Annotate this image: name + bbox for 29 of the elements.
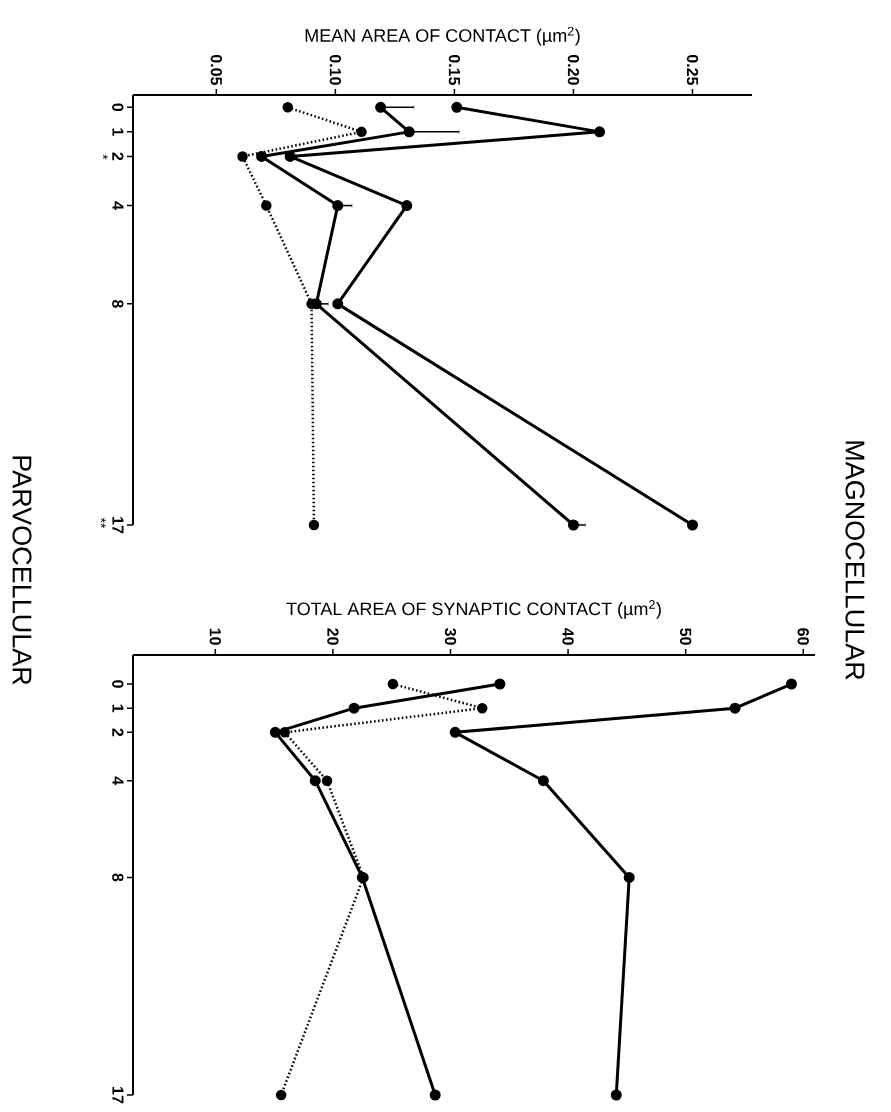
text: MAGNOCELLULAR: [845, 441, 865, 680]
x-tick-label: 30: [444, 628, 457, 645]
y-tick-label: 2: [112, 152, 124, 161]
x-tick-label: 0.20: [567, 54, 580, 85]
y-tick-label: 4: [112, 776, 124, 786]
y-tick-label: 8: [112, 873, 124, 882]
x-tick-label: 10: [209, 628, 221, 645]
text: *: [102, 154, 108, 160]
y-tick-label: 1: [112, 128, 124, 136]
x-tick-label: 0.10: [329, 54, 342, 85]
x-tick-label: 50: [679, 628, 692, 645]
y-tick-label: 17: [112, 1087, 124, 1104]
y-tick-label: 2: [112, 728, 124, 737]
x-tick-label: 0.05: [210, 54, 222, 86]
x-axis-title: MEAN AREA OF CONTACT (µm$^{2}$): [305, 26, 580, 46]
x-tick-label: 0.15: [448, 54, 461, 86]
x-tick-label: 40: [562, 627, 574, 645]
x-tick-label: 0.25: [686, 54, 699, 86]
y-tick-label: 8: [112, 299, 124, 308]
text: PARVOCELLULAR: [12, 456, 32, 685]
x-axis-title: TOTAL AREA OF SYNAPTIC CONTACT (µm$^{2}$): [286, 600, 661, 619]
y-tick-label: 4: [112, 201, 124, 210]
x-tick-label: 60: [797, 628, 809, 645]
text: **: [100, 517, 106, 529]
y-tick-label: 0: [112, 680, 124, 688]
y-tick-label: 0: [112, 103, 124, 112]
y-tick-label: 1: [112, 704, 124, 713]
y-tick-label: 17: [112, 517, 124, 534]
x-tick-label: 20: [327, 628, 339, 645]
